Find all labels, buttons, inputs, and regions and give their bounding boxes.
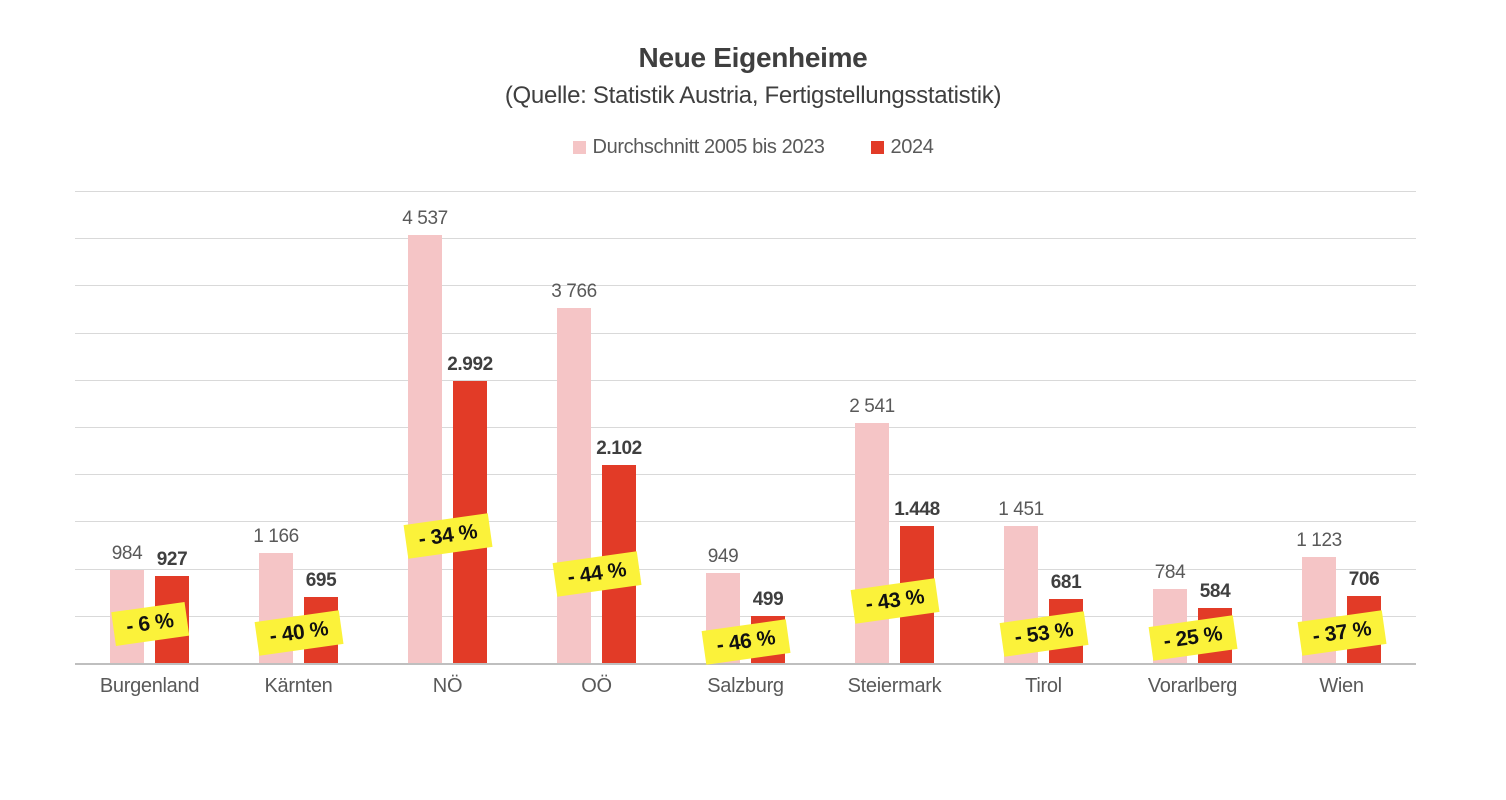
value-label-average: 1 166 [253,525,299,547]
value-label-average: 2 541 [849,396,895,418]
legend-label: Durchschnitt 2005 bis 2023 [592,136,825,158]
x-axis-labels: Burgenland Kärnten NÖ OÖ Salzburg Steiermark T… [75,675,1416,698]
value-label-2024: 499 [752,588,784,610]
x-axis-label: Tirol [1025,675,1062,697]
gridline [75,191,1416,192]
gridline [75,379,1416,381]
value-label-2024: 1.448 [894,499,940,521]
bar-group: 3 766 2.102- 44 % [522,191,671,663]
value-label-2024: 2.102 [596,437,642,459]
page-title: Neue Eigenheime [638,42,868,73]
gridline [75,332,1416,334]
gridline [75,427,1416,428]
bar-average: 3 766 [551,281,597,663]
value-label-average: 3 766 [551,280,597,302]
legend-swatch-icon [870,141,884,154]
x-axis-line [75,663,1416,665]
value-label-2024: 927 [156,548,188,570]
bar-group: 784 584- 25 % [1118,191,1267,663]
value-label-average: 949 [707,546,739,568]
gridline [75,568,1416,570]
gridline [75,238,1416,240]
bar-group: 4 537 2.992- 34 % [373,191,522,663]
value-label-2024: 2.992 [447,353,493,375]
x-axis-label: Wien [1319,675,1364,697]
value-label-average: 1 451 [998,499,1044,521]
bar-group: 984 927- 6 % [75,191,224,663]
x-axis-label: Vorarlberg [1147,675,1238,697]
bar-groups: 984 927- 6 % 1 166 695- 40 % 4 537 2.992- 34 … [75,191,1416,665]
chart-plot-area: 984 927- 6 % 1 166 695- 40 % 4 537 2.992- 34 … [75,191,1416,665]
x-axis-label: Steiermark [847,675,942,697]
bar-average: 4 537 [402,208,448,663]
bar-group: 949 499- 46 % [671,191,820,665]
gridline [75,474,1416,476]
bar-group: 2 541 1.448- 43 % [820,191,969,663]
legend-label: 2024 [890,136,934,158]
x-axis-label: Burgenland [99,675,200,697]
value-label-2024: 681 [1050,571,1082,593]
value-label-average: 784 [1154,562,1186,583]
legend-swatch-icon [572,141,586,154]
chart-source-subtitle: (Quelle: Statistik Austria, Fertigstellu… [504,82,1002,109]
legend-item: Durchschnitt 2005 bis 2023 [572,136,825,159]
bar-group: 1 123 706- 37 % [1267,191,1416,663]
bar-group: 1 166 695- 40 % [224,191,373,663]
chart-legend: Durchschnitt 2005 bis 2023 2024 [0,136,1506,159]
value-label-average: 1 123 [1296,530,1342,551]
value-label-average: 4 537 [402,207,448,229]
legend-item: 2024 [870,136,934,159]
x-axis-label: OÖ [581,675,612,697]
value-label-2024: 695 [305,570,337,592]
value-label-average: 984 [111,543,143,565]
x-axis-label: Salzburg [707,675,784,697]
bar-average: 2 541 [849,396,895,663]
x-axis-label: NÖ [432,675,463,697]
bar-group: 1 451 681- 53 % [969,191,1118,663]
x-axis-label: Kärnten [264,675,333,697]
gridline [75,615,1416,617]
gridline [75,521,1416,523]
value-label-2024: 706 [1348,569,1380,591]
gridline [75,285,1416,287]
value-label-2024: 584 [1199,580,1231,602]
